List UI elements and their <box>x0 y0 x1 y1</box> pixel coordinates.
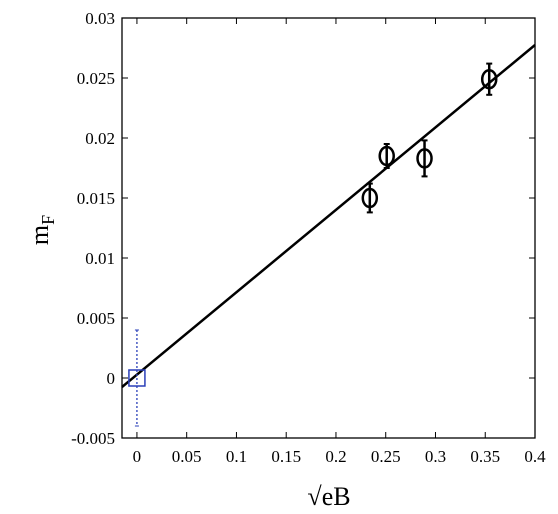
x-tick-label: 0.3 <box>425 447 446 466</box>
x-tick-label: 0.1 <box>226 447 247 466</box>
x-tick-label: 0.35 <box>470 447 500 466</box>
x-tick-label: 0.4 <box>524 447 546 466</box>
y-axis-title: mF <box>25 215 58 245</box>
y-axis-title-main: m <box>25 225 54 245</box>
data-point-circle <box>480 68 498 90</box>
x-tick-label: 0.05 <box>172 447 202 466</box>
x-tick-label: 0.15 <box>271 447 301 466</box>
y-tick-label: 0.005 <box>77 309 115 328</box>
x-tick-label: 0 <box>133 447 142 466</box>
data-point-circle <box>361 187 379 209</box>
y-axis-title-subscript: F <box>38 215 58 225</box>
data-point-circle <box>378 145 395 167</box>
x-tick-label: 0.2 <box>325 447 346 466</box>
y-tick-label: 0.02 <box>85 129 115 148</box>
y-axis-ticks: -0.005 0 0.005 0.01 0.015 0.02 0.025 0.03 <box>71 9 535 448</box>
plot-frame <box>121 17 536 439</box>
fit-line <box>121 44 536 388</box>
x-axis-title: √eB <box>307 482 350 511</box>
y-tick-label: 0.015 <box>77 189 115 208</box>
x-axis-ticks: 0 0.05 0.1 0.15 0.2 0.25 0.3 0.35 0.4 <box>133 18 546 466</box>
data-point-square <box>128 369 146 387</box>
y-tick-label: 0 <box>107 369 116 388</box>
y-tick-label: 0.03 <box>85 9 115 28</box>
data-marks <box>121 44 536 427</box>
y-tick-label: -0.005 <box>71 429 115 448</box>
y-tick-label: 0.01 <box>85 249 115 268</box>
data-point-circle <box>416 148 433 169</box>
y-tick-label: 0.025 <box>77 69 115 88</box>
x-tick-label: 0.25 <box>371 447 401 466</box>
